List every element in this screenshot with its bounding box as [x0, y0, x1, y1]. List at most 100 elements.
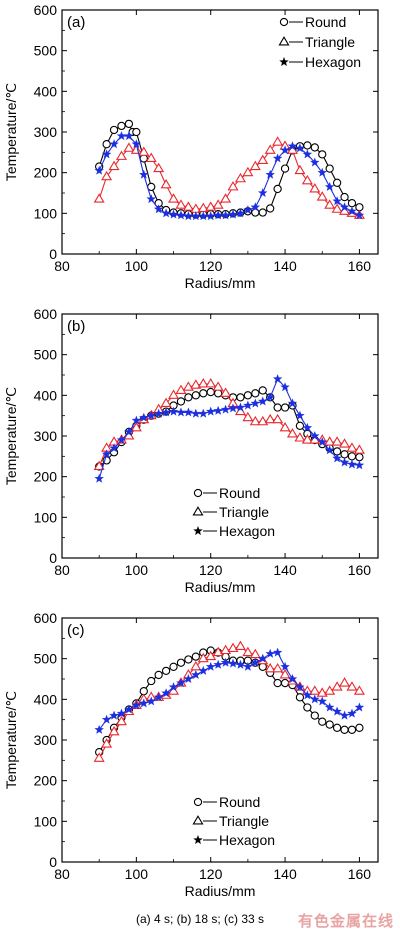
x-tick-label: 160 [348, 258, 372, 274]
data-point-hexagon [317, 437, 328, 447]
data-point-triangle [242, 411, 254, 422]
data-point-triangle [212, 199, 224, 209]
data-point-triangle [115, 715, 128, 726]
x-tick-label: 80 [54, 562, 70, 578]
x-axis-label: Radius/mm [185, 883, 256, 899]
data-point-triangle [93, 193, 105, 203]
data-point-round [273, 403, 282, 412]
data-point-hexagon [250, 398, 261, 408]
data-point-triangle [123, 142, 135, 152]
x-tick-label: 160 [348, 866, 372, 882]
data-point-round [325, 720, 334, 729]
data-point-hexagon [235, 659, 246, 669]
x-tick-label: 160 [348, 562, 372, 578]
data-point-hexagon [153, 408, 164, 418]
x-tick-label: 140 [273, 866, 297, 882]
data-point-round [280, 678, 290, 688]
data-point-hexagon [116, 708, 127, 718]
data-point-hexagon [183, 407, 194, 417]
y-tick-label: 100 [34, 205, 58, 221]
data-point-triangle [138, 146, 150, 156]
data-point-round [243, 391, 253, 400]
data-point-hexagon [94, 165, 104, 175]
y-axis-label: Temperature/℃ [3, 387, 19, 485]
data-point-triangle [301, 434, 313, 444]
x-tick-label: 80 [54, 866, 70, 882]
y-tick-label: 400 [34, 691, 58, 707]
data-point-round [340, 450, 349, 459]
data-point-triangle [272, 413, 284, 424]
y-tick-label: 100 [34, 813, 58, 829]
data-point-hexagon [191, 408, 201, 418]
data-point-hexagon [131, 700, 142, 710]
y-tick-label: 200 [34, 773, 58, 789]
data-point-hexagon [235, 402, 246, 412]
data-point-hexagon [146, 410, 157, 420]
data-point-triangle [264, 144, 276, 154]
data-point-triangle [324, 436, 336, 446]
data-point-hexagon [205, 406, 216, 416]
data-point-round [347, 199, 357, 208]
y-tick-label: 300 [34, 124, 58, 140]
data-point-triangle [331, 203, 343, 213]
data-point-hexagon [265, 648, 275, 658]
legend-label-hexagon: Hexagon [219, 523, 275, 539]
data-point-round [295, 693, 305, 702]
y-tick-label: 100 [34, 509, 58, 525]
data-point-hexagon [295, 143, 305, 153]
data-point-round [191, 391, 200, 400]
data-point-round [295, 421, 305, 430]
data-point-hexagon [131, 139, 142, 149]
panel-label: (b) [67, 318, 85, 335]
data-point-round [332, 723, 342, 732]
data-point-triangle [324, 199, 336, 209]
data-point-hexagon [161, 208, 171, 218]
data-point-round [251, 389, 260, 398]
data-point-triangle [294, 432, 306, 442]
data-point-hexagon [139, 169, 149, 179]
data-point-hexagon [109, 710, 119, 720]
data-point-round [310, 711, 319, 720]
data-point-hexagon [161, 688, 171, 698]
data-point-hexagon [183, 673, 194, 684]
x-axis-label: Radius/mm [185, 579, 256, 595]
data-point-triangle [301, 174, 313, 185]
data-point-round [258, 208, 267, 217]
data-point-hexagon [265, 392, 275, 402]
data-point-hexagon [347, 206, 357, 216]
data-point-hexagon [317, 167, 328, 177]
data-point-triangle [339, 677, 351, 687]
data-point-hexagon [339, 457, 350, 467]
data-point-hexagon [310, 694, 320, 704]
data-point-hexagon [146, 696, 157, 706]
legend: Round Triangle Hexagon [192, 485, 275, 539]
y-tick-label: 600 [34, 610, 58, 626]
data-point-hexagon [332, 453, 342, 463]
data-point-triangle [101, 738, 113, 748]
data-point-triangle [145, 152, 157, 162]
data-point-triangle [168, 193, 180, 203]
legend-label-triangle: Triangle [219, 813, 269, 829]
data-point-hexagon [272, 153, 283, 163]
data-point-hexagon [339, 202, 350, 212]
data-point-hexagon [302, 690, 313, 700]
data-point-hexagon [347, 459, 357, 469]
data-point-hexagon [131, 415, 142, 425]
data-point-triangle [190, 660, 202, 671]
legend-label-triangle: Triangle [219, 504, 269, 520]
data-point-hexagon [191, 669, 201, 679]
data-point-triangle [227, 181, 239, 191]
data-point-triangle [115, 150, 128, 160]
data-point-hexagon [101, 449, 112, 459]
legend: Round Triangle Hexagon [278, 14, 361, 70]
y-tick-label: 0 [49, 854, 57, 870]
data-point-round [303, 703, 312, 712]
data-point-hexagon [213, 659, 223, 669]
chart-panel-3: 80 100 120 140 160 0 100 200 300 400 500 600 Radius/… [3, 610, 379, 899]
data-point-triangle [160, 397, 172, 407]
y-tick-label: 0 [49, 550, 57, 566]
data-point-round [355, 452, 364, 462]
data-point-hexagon [198, 408, 209, 418]
data-point-round [273, 184, 282, 194]
